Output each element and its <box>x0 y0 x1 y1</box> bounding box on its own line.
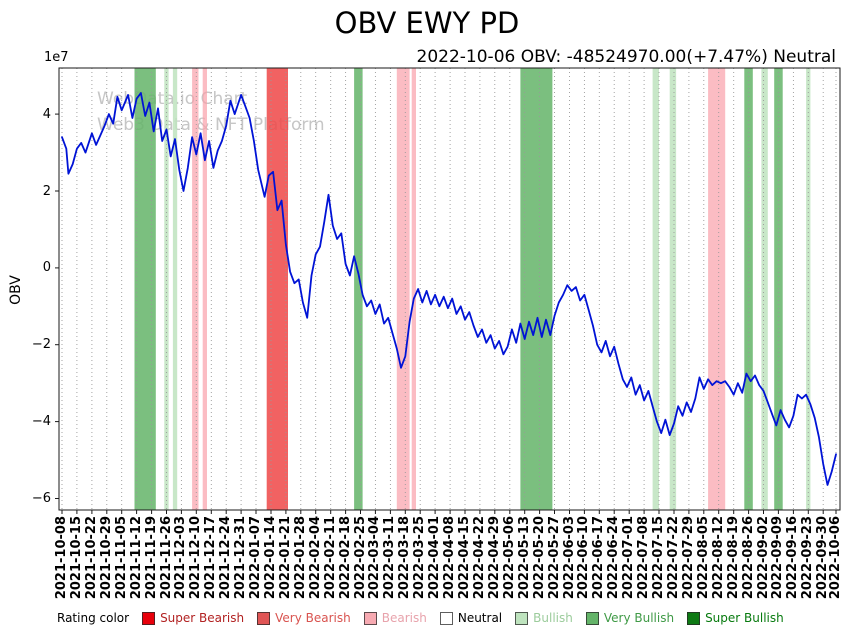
legend-item-super-bearish: Super Bearish <box>142 611 244 625</box>
x-tick-label: 2022-08-12 <box>710 516 726 600</box>
x-tick-label: 2022-05-13 <box>516 516 532 600</box>
rating-band-very-bullish <box>354 68 363 510</box>
x-tick-label: 2022-07-15 <box>651 516 666 600</box>
x-tick-label: 2022-06-17 <box>591 516 607 600</box>
x-tick-label: 2021-12-03 <box>173 516 189 600</box>
legend-title: Rating color <box>57 611 130 625</box>
x-tick-label: 2022-09-09 <box>770 516 786 600</box>
rating-band-bearish <box>396 68 410 510</box>
legend-item-label: Bullish <box>533 611 573 625</box>
x-tick-label: 2021-12-31 <box>233 516 249 600</box>
x-tick-label: 2021-10-29 <box>98 516 114 600</box>
x-tick-label: 2022-04-15 <box>457 516 472 600</box>
x-tick-label: 2022-09-16 <box>785 516 801 600</box>
x-tick-label: 2022-01-14 <box>263 516 278 600</box>
y-tick-label: −4 <box>31 414 51 430</box>
x-tick-label: 2022-01-21 <box>277 516 293 600</box>
rating-band-bullish <box>761 68 768 510</box>
legend-item-super-bullish: Super Bullish <box>687 611 784 625</box>
x-tick-label: 2021-10-08 <box>54 516 69 600</box>
x-tick-label: 2022-06-24 <box>606 516 622 600</box>
super-bullish-swatch-icon <box>687 611 701 625</box>
x-tick-label: 2021-10-22 <box>83 516 99 600</box>
legend-item-label: Bearish <box>381 611 427 625</box>
x-tick-label: 2022-03-04 <box>367 516 383 600</box>
y-tick-label: −6 <box>31 491 51 506</box>
chart-subtitle: 2022-10-06 OBV: -48524970.00(+7.47%) Neu… <box>416 47 836 67</box>
x-tick-label: 2021-12-17 <box>203 516 219 600</box>
x-tick-label: 2022-04-08 <box>442 516 458 600</box>
x-tick-label: 2022-07-08 <box>636 516 652 600</box>
y-tick-label: 4 <box>42 106 51 122</box>
x-tick-label: 2021-12-10 <box>188 516 204 600</box>
rating-band-very-bearish <box>266 68 288 510</box>
x-tick-label: 2022-02-04 <box>307 516 323 600</box>
rating-band-bullish <box>669 68 677 510</box>
plot-border <box>58 67 841 511</box>
x-tick-label: 2022-04-22 <box>471 516 487 600</box>
x-tick-label: 2021-11-19 <box>143 516 159 600</box>
x-tick-label: 2022-03-25 <box>412 516 428 600</box>
legend-item-very-bullish: Very Bullish <box>585 611 675 625</box>
legend-item-label: Very Bullish <box>603 611 675 625</box>
x-tick-label: 2022-05-20 <box>531 516 547 600</box>
rating-band-bearish <box>411 68 416 510</box>
rating-band-bearish <box>708 68 726 510</box>
x-tick-label: 2021-11-05 <box>113 516 129 600</box>
bearish-swatch-icon <box>363 611 377 625</box>
legend-item-label: Super Bearish <box>160 611 245 625</box>
x-tick-label: 2022-03-11 <box>382 516 398 600</box>
rating-band-very-bullish <box>134 68 156 510</box>
x-tick-label: 2022-04-29 <box>486 516 502 600</box>
x-tick-label: 2022-08-05 <box>695 516 711 600</box>
rating-band-bullish <box>172 68 178 510</box>
x-tick-label: 2022-05-06 <box>501 516 517 600</box>
legend-item-label: Very Bearish <box>275 611 351 625</box>
x-tick-label: 2021-10-15 <box>68 516 84 600</box>
x-tick-label: 2022-02-11 <box>322 516 338 600</box>
x-tick-label: 2022-06-10 <box>576 516 592 600</box>
x-tick-label: 2022-08-26 <box>740 516 756 600</box>
x-tick-label: 2022-05-27 <box>546 516 562 600</box>
legend-item-bearish: Bearish <box>363 611 427 625</box>
obv-line-series <box>61 92 837 486</box>
x-tick-label: 2022-03-18 <box>397 516 413 600</box>
y-axis-offset-label: 1e7 <box>44 50 69 65</box>
very-bearish-swatch-icon <box>257 611 271 625</box>
x-tick-label: 2022-02-18 <box>337 516 353 600</box>
rating-band-bearish <box>192 68 199 510</box>
bullish-swatch-icon <box>515 611 529 625</box>
rating-band-very-bullish <box>520 68 553 510</box>
x-tick-label: 2022-07-01 <box>621 516 637 600</box>
chart-title: OBV EWY PD <box>334 6 520 40</box>
rating-band-bullish <box>652 68 659 510</box>
x-tick-label: 2022-01-07 <box>248 516 263 600</box>
x-tick-label: 2022-10-06 <box>828 516 843 600</box>
legend-item-bullish: Bullish <box>515 611 573 625</box>
x-tick-label: 2022-07-22 <box>666 516 681 600</box>
x-tick-label: 2021-11-12 <box>128 516 144 600</box>
x-tick-label: 2022-08-19 <box>725 516 741 600</box>
very-bullish-swatch-icon <box>585 611 599 625</box>
x-tick-label: 2021-12-24 <box>218 516 234 600</box>
legend-item-label: Neutral <box>457 611 503 625</box>
y-tick-label: −2 <box>31 337 51 353</box>
rating-band-bearish <box>202 68 207 510</box>
super-bearish-swatch-icon <box>142 611 156 625</box>
y-tick-label: 2 <box>42 183 51 199</box>
x-tick-label: 2022-01-28 <box>292 516 308 600</box>
x-tick-label: 2022-07-29 <box>680 516 696 600</box>
neutral-swatch-icon <box>439 611 453 625</box>
x-tick-label: 2022-09-23 <box>800 516 816 600</box>
y-tick-label: 0 <box>42 260 51 276</box>
rating-legend: Rating color Super Bearish Very Bearish Be… <box>57 611 784 625</box>
legend-item-label: Super Bullish <box>705 611 784 625</box>
x-tick-label: 2022-04-01 <box>427 516 443 600</box>
legend-item-neutral: Neutral <box>439 611 503 625</box>
legend-item-very-bearish: Very Bearish <box>257 611 351 625</box>
